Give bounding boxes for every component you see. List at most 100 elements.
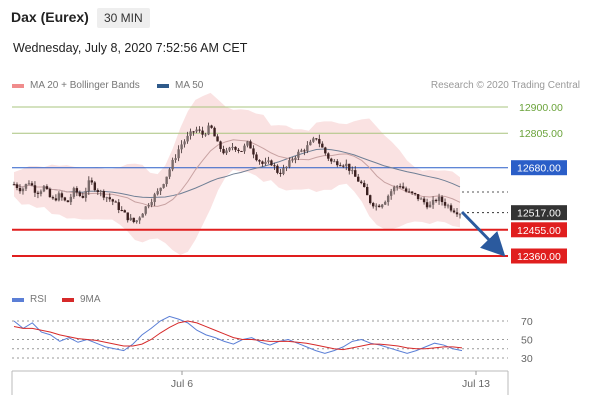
candle-body-95 — [297, 151, 300, 158]
candle-body-110 — [342, 165, 345, 167]
candle-body-70 — [222, 148, 225, 154]
candle-body-36 — [120, 210, 123, 212]
candle-body-61 — [195, 129, 198, 132]
x-axis: Jul 6 Jul 13 — [11, 370, 509, 395]
candle-body-45 — [147, 205, 150, 207]
rsi-level-label-0: 70 — [521, 316, 533, 328]
candle-body-29 — [99, 191, 103, 193]
candle-body-127 — [392, 187, 396, 192]
candle-body-46 — [150, 202, 153, 206]
candle-body-87 — [273, 165, 276, 167]
candle-body-104 — [324, 147, 327, 154]
candle-body-71 — [225, 150, 228, 154]
candle-body-72 — [228, 147, 231, 151]
candle-body-112 — [348, 163, 351, 171]
candle-body-16 — [60, 193, 64, 198]
ma20-line — [13, 139, 461, 207]
candle-body-1 — [15, 184, 19, 188]
candle-body-27 — [93, 182, 97, 191]
candle-body-137 — [422, 198, 426, 203]
candle-body-83 — [261, 161, 264, 164]
price-label-box-3 — [511, 205, 567, 221]
candle-body-6 — [30, 183, 34, 186]
candle-body-57 — [183, 141, 186, 145]
legend-9ma: 9MA — [62, 294, 101, 305]
candle-body-24 — [84, 191, 88, 198]
candle-body-78 — [246, 141, 249, 146]
candle-body-84 — [264, 161, 267, 164]
candle-body-69 — [219, 141, 222, 149]
candle-body-28 — [96, 190, 100, 192]
candle-body-31 — [105, 197, 108, 199]
candle-body-115 — [357, 176, 360, 182]
candle-body-144 — [443, 202, 447, 206]
legend-bollinger: MA 20 + Bollinger Bands — [12, 80, 140, 91]
candle-body-60 — [192, 131, 195, 133]
candle-body-125 — [386, 195, 390, 203]
candle-body-79 — [249, 141, 252, 149]
candle-body-63 — [201, 130, 204, 135]
candle-body-98 — [306, 145, 309, 152]
candle-body-126 — [389, 191, 393, 196]
candle-body-38 — [126, 212, 129, 221]
candle-body-109 — [339, 165, 342, 167]
price-label-box-4 — [511, 222, 567, 238]
candle-body-130 — [401, 186, 405, 189]
candle-body-53 — [171, 159, 174, 170]
candle-body-117 — [363, 182, 366, 187]
candle-body-106 — [330, 158, 333, 162]
candle-body-135 — [416, 194, 420, 200]
candle-body-32 — [108, 197, 111, 200]
candle-body-51 — [165, 176, 168, 185]
candle-body-148 — [455, 212, 459, 215]
candle-body-67 — [213, 127, 216, 137]
ma9-swatch — [62, 297, 74, 302]
candle-body-52 — [168, 169, 171, 177]
candle-body-30 — [102, 191, 105, 198]
bollinger-swatch — [12, 83, 24, 88]
candle-body-90 — [282, 167, 285, 174]
ma20-path — [13, 139, 461, 207]
candle-body-44 — [144, 206, 147, 214]
candle-body-10 — [42, 186, 46, 192]
candle-body-64 — [204, 134, 207, 136]
candle-body-114 — [354, 170, 357, 177]
candle-body-103 — [321, 143, 324, 148]
candle-body-113 — [351, 170, 354, 172]
candle-body-74 — [234, 146, 237, 150]
price-label-box-2 — [511, 160, 567, 176]
forecast-arrow — [460, 210, 506, 257]
candle-body-77 — [243, 145, 246, 152]
price-labels: 12900.00 12805.00 12680.00 12517.00 12455.00… — [511, 102, 567, 264]
candle-body-42 — [138, 217, 141, 221]
price-label-3: 12517.00 — [517, 208, 561, 220]
candle-body-17 — [63, 197, 67, 201]
timeframe-badge[interactable]: 30 MIN — [97, 8, 150, 28]
ma50-line — [13, 148, 461, 198]
candle-body-108 — [336, 161, 339, 166]
candle-body-48 — [156, 191, 159, 195]
candle-body-97 — [303, 150, 306, 152]
candle-body-35 — [117, 202, 120, 211]
candle-body-94 — [294, 157, 297, 160]
candle-body-47 — [153, 194, 156, 203]
candle-body-80 — [252, 148, 255, 155]
candle-body-122 — [377, 205, 381, 208]
candle-body-7 — [33, 185, 37, 193]
legend-ma50-label: MA 50 — [175, 80, 204, 91]
candle-body-120 — [371, 203, 375, 207]
timestamp: Wednesday, July 8, 2020 7:52:56 AM CET — [13, 41, 248, 55]
candle-body-58 — [186, 135, 189, 142]
candle-body-11 — [45, 186, 49, 189]
candle-body-23 — [81, 195, 85, 198]
candle-body-149 — [458, 214, 462, 216]
candle-body-93 — [291, 159, 294, 161]
candle-body-124 — [383, 202, 387, 205]
rsi-level-label-3: 30 — [521, 353, 533, 365]
candle-body-14 — [54, 198, 58, 201]
instrument-title: Dax (Eurex) — [11, 9, 89, 25]
candle-body-18 — [66, 200, 70, 203]
candle-body-4 — [24, 183, 28, 189]
candle-body-91 — [285, 166, 288, 168]
